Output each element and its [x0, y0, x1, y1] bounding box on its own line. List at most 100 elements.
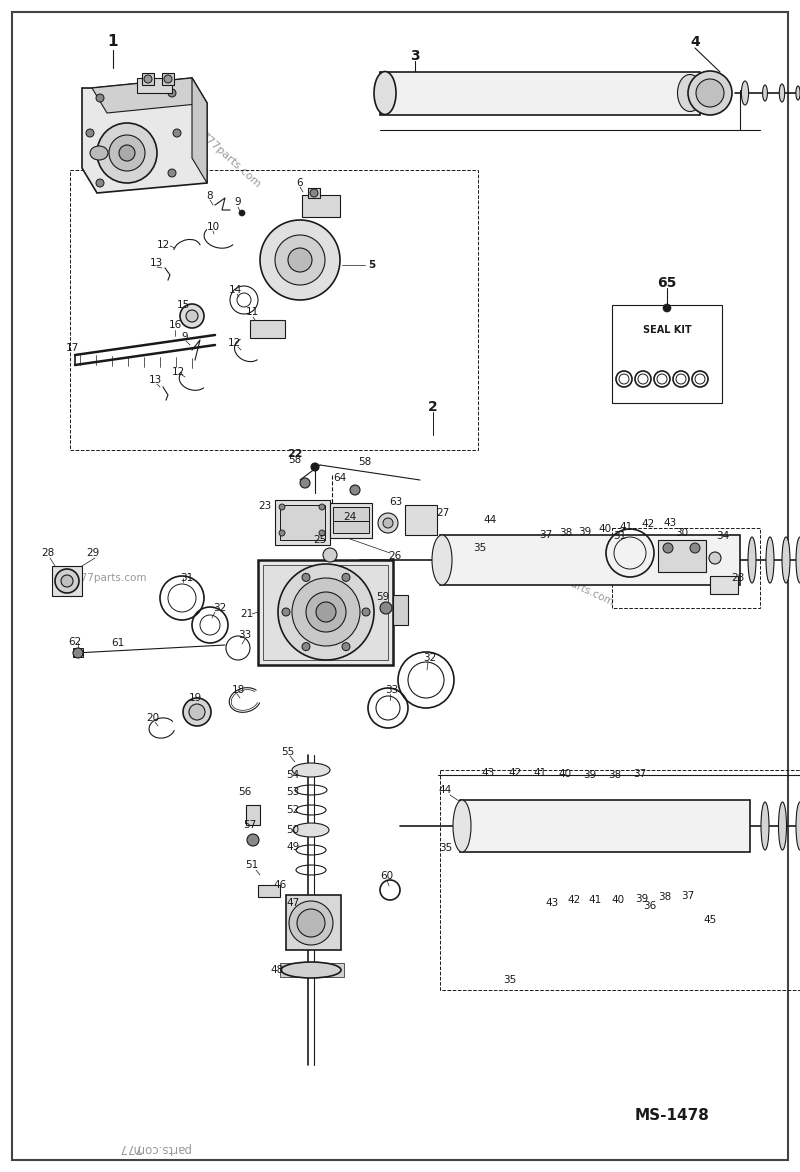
Ellipse shape — [778, 802, 786, 850]
Text: 48: 48 — [270, 965, 284, 975]
Text: 777parts.com: 777parts.com — [198, 130, 262, 190]
Bar — [710, 575, 738, 594]
Text: 30: 30 — [675, 529, 689, 538]
Text: 42: 42 — [567, 895, 581, 905]
Circle shape — [86, 129, 94, 137]
Ellipse shape — [90, 146, 108, 161]
Circle shape — [362, 608, 370, 616]
Text: 58: 58 — [288, 455, 302, 465]
Bar — [440, 534, 740, 585]
Circle shape — [297, 909, 325, 936]
Text: 25: 25 — [314, 534, 326, 545]
Bar — [440, 770, 800, 990]
Bar — [162, 73, 174, 86]
Ellipse shape — [742, 81, 749, 105]
Circle shape — [109, 135, 145, 171]
Ellipse shape — [292, 763, 330, 777]
Ellipse shape — [678, 75, 702, 111]
Bar — [330, 503, 372, 538]
Bar — [246, 805, 260, 825]
Circle shape — [55, 568, 79, 593]
Circle shape — [180, 304, 204, 328]
Bar — [258, 885, 280, 897]
Bar — [405, 505, 437, 534]
Text: 23: 23 — [258, 500, 272, 511]
Ellipse shape — [432, 534, 452, 585]
Text: 52: 52 — [286, 805, 300, 815]
Text: 37: 37 — [539, 530, 553, 540]
Circle shape — [278, 564, 374, 660]
Circle shape — [323, 548, 337, 563]
Ellipse shape — [453, 800, 471, 852]
Text: 35: 35 — [474, 543, 486, 553]
Text: 33: 33 — [238, 631, 252, 640]
Text: 34: 34 — [716, 531, 730, 541]
Circle shape — [380, 602, 392, 614]
Bar — [380, 71, 700, 115]
Text: 38: 38 — [658, 892, 672, 902]
Text: 28: 28 — [731, 573, 745, 582]
Ellipse shape — [293, 823, 329, 837]
Text: 56: 56 — [238, 788, 252, 797]
Circle shape — [279, 504, 285, 510]
Text: 1: 1 — [108, 34, 118, 49]
Text: 62: 62 — [68, 638, 82, 647]
Bar — [258, 560, 393, 665]
Text: 15: 15 — [176, 300, 190, 311]
Bar — [333, 522, 369, 533]
Text: 32: 32 — [214, 604, 226, 613]
Circle shape — [183, 699, 211, 725]
Text: 37: 37 — [634, 769, 646, 779]
Circle shape — [319, 530, 325, 536]
Circle shape — [119, 145, 135, 161]
Bar — [70, 170, 478, 450]
Circle shape — [289, 901, 333, 945]
Circle shape — [168, 169, 176, 177]
Ellipse shape — [374, 71, 396, 115]
Ellipse shape — [796, 537, 800, 582]
Text: 5: 5 — [368, 260, 376, 270]
Text: 12: 12 — [156, 240, 170, 250]
Bar — [263, 565, 388, 660]
Bar — [612, 529, 760, 608]
Text: 36: 36 — [643, 901, 657, 911]
Text: 777: 777 — [118, 1142, 142, 1154]
Text: 35: 35 — [439, 843, 453, 853]
Circle shape — [168, 89, 176, 97]
Circle shape — [300, 478, 310, 488]
Circle shape — [310, 189, 318, 197]
Circle shape — [239, 210, 245, 216]
Text: parts.com: parts.com — [130, 1142, 190, 1154]
Ellipse shape — [796, 86, 800, 100]
Text: 60: 60 — [381, 871, 394, 881]
Circle shape — [247, 834, 259, 846]
Circle shape — [383, 518, 393, 529]
Circle shape — [292, 578, 360, 646]
Text: 777parts.com: 777parts.com — [545, 568, 615, 608]
Circle shape — [663, 543, 673, 553]
Text: 19: 19 — [188, 693, 202, 703]
Circle shape — [709, 552, 721, 564]
Bar — [658, 540, 706, 572]
Bar — [73, 648, 83, 657]
Text: 49: 49 — [286, 841, 300, 852]
Text: 35: 35 — [503, 975, 517, 984]
Text: 18: 18 — [231, 684, 245, 695]
Ellipse shape — [766, 537, 774, 582]
Bar — [142, 73, 154, 86]
Text: 26: 26 — [388, 551, 402, 561]
Text: 40: 40 — [558, 769, 571, 779]
Bar — [280, 963, 344, 977]
Text: 14: 14 — [228, 285, 242, 295]
Text: 31: 31 — [180, 573, 194, 582]
Text: 64: 64 — [334, 473, 346, 483]
Bar — [308, 188, 320, 198]
Bar — [612, 305, 722, 403]
Text: 46: 46 — [274, 880, 286, 890]
Text: 31: 31 — [614, 531, 626, 541]
Text: 16: 16 — [168, 320, 182, 331]
Text: 53: 53 — [286, 788, 300, 797]
Circle shape — [690, 543, 700, 553]
Circle shape — [61, 575, 73, 587]
Circle shape — [350, 485, 360, 495]
